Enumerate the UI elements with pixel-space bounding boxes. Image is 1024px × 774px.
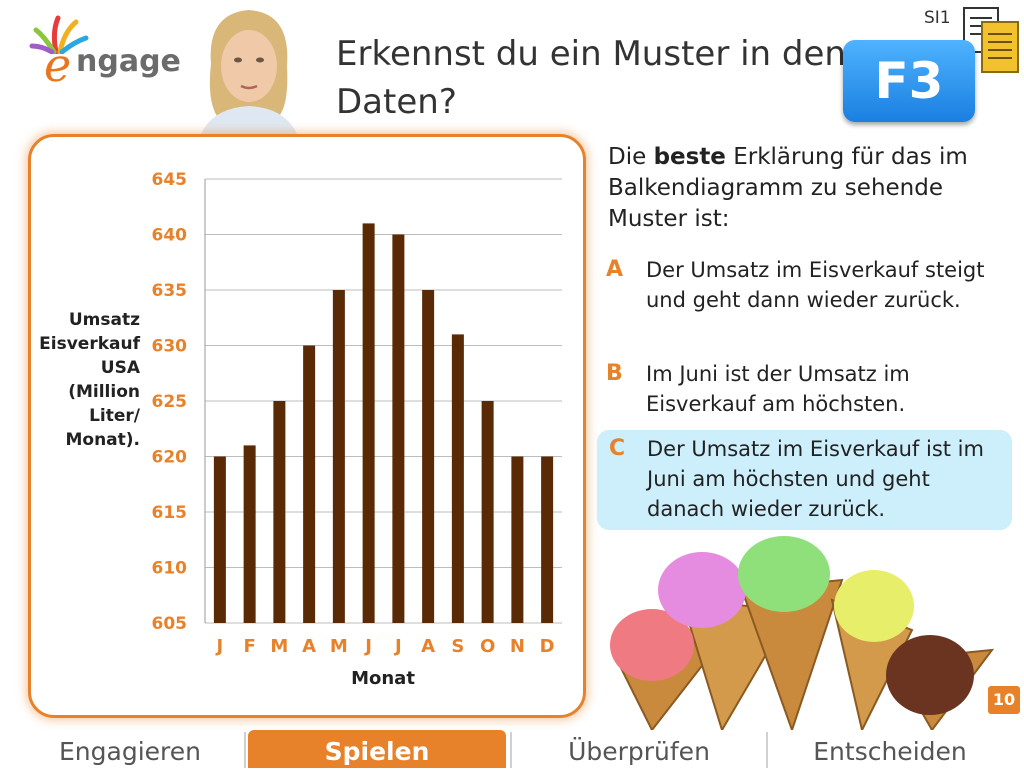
option-letter: B [606,361,623,386]
y-tick-label: 640 [152,226,188,246]
question-intro-start: Die [608,144,654,170]
x-tick-label: S [451,636,464,657]
bar-a-3 [303,345,316,623]
page-title: Erkennst du ein Muster in den Daten? [336,34,846,122]
option-text: Im Juni ist der Umsatz im Eisverkauf am … [646,362,910,416]
bar-j-5 [362,223,375,623]
bar-s-8 [451,334,464,623]
x-axis-label: Monat [351,668,415,689]
bottom-navigation: Engagieren Spielen Überprüfen Entscheide… [0,730,1024,768]
question-text: Die beste Erklärung für das im Balkendia… [608,142,1018,235]
x-tick-label: F [243,636,255,657]
option-letter: C [609,436,626,461]
logo-word: ngage [76,44,181,79]
tab-spielen[interactable]: Spielen [248,730,506,768]
bar-m-2 [273,401,286,623]
question-intro-end: Erklärung für das im Balkendiagramm zu s… [608,144,968,232]
tab-ueberpruefen[interactable]: Überprüfen [568,737,710,766]
y-tick-label: 625 [152,392,188,412]
bar-m-4 [332,290,345,623]
x-tick-label: A [302,636,316,657]
x-tick-label: M [270,636,288,657]
x-tick-label: J [363,636,372,657]
y-tick-label: 630 [152,337,188,357]
bar-d-11 [541,456,554,623]
y-tick-label: 645 [152,170,188,190]
bar-j-0 [213,456,226,623]
question-emphasis: beste [653,144,726,170]
engage-logo: e ngage [18,14,193,92]
option-text: Der Umsatz im Eisverkauf steigt und geht… [646,258,985,312]
nav-divider [244,732,246,768]
x-tick-label: J [393,636,402,657]
answer-option-a[interactable]: A Der Umsatz im Eisverkauf steigt und ge… [606,255,1006,315]
answer-option-b[interactable]: B Im Juni ist der Umsatz im Eisverkauf a… [606,359,1006,419]
question-badge: F3 [843,40,975,122]
presenter-portrait [193,4,303,134]
x-tick-label: J [215,636,224,657]
option-letter: A [606,257,624,282]
y-axis-label: Umsatz Eisverkauf USA (Million Liter/ Mo… [39,310,140,450]
x-tick-label: A [421,636,435,657]
bar-o-9 [481,401,494,623]
tab-entscheiden[interactable]: Entscheiden [813,737,967,766]
y-tick-label: 620 [152,448,188,468]
tab-engagieren[interactable]: Engagieren [59,737,201,766]
option-text: Der Umsatz im Eisverkauf ist im Juni am … [647,437,984,521]
x-tick-label: N [510,636,525,657]
answer-option-c[interactable]: C Der Umsatz im Eisverkauf ist im Juni a… [597,430,1012,530]
bar-j-6 [392,234,405,623]
y-tick-label: 610 [152,559,188,579]
x-tick-label: O [480,636,495,657]
nav-divider [766,732,768,768]
x-tick-label: M [330,636,348,657]
bar-f-1 [243,445,256,623]
ice-cream-illustration [610,536,995,730]
y-tick-label: 605 [152,614,188,634]
nav-divider [510,732,512,768]
x-tick-label: D [540,636,555,657]
level-label: SI1 [924,8,951,28]
y-tick-label: 635 [152,281,188,301]
logo-e: e [44,38,72,92]
bar-a-7 [422,290,435,623]
page-number: 10 [988,686,1020,714]
bar-n-10 [511,456,524,623]
y-tick-label: 615 [152,503,188,523]
